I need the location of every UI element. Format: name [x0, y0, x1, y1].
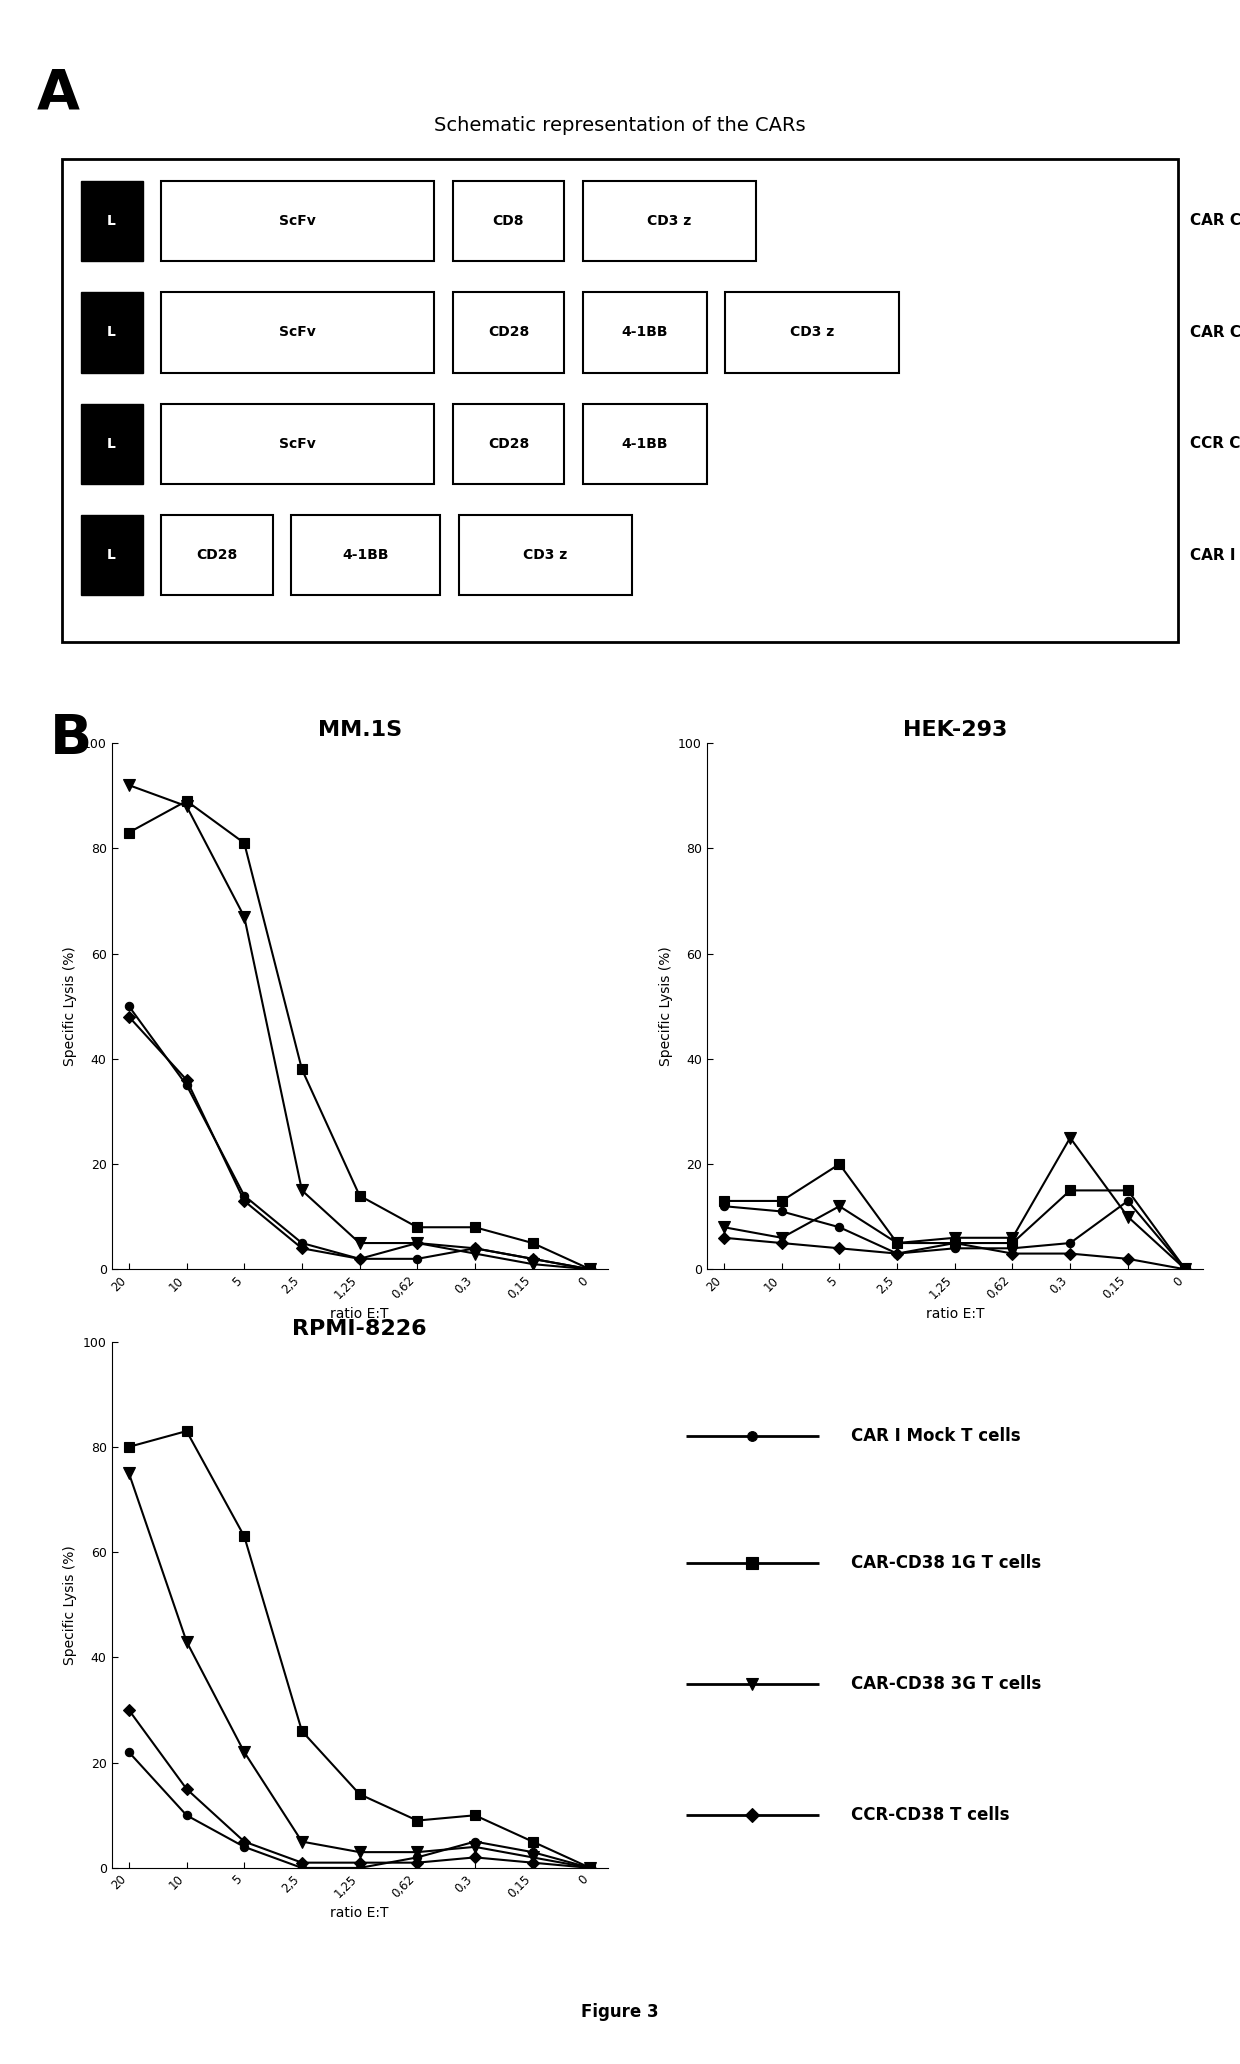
X-axis label: ratio E:T: ratio E:T	[330, 1307, 389, 1321]
Title: HEK-293: HEK-293	[903, 720, 1007, 741]
Y-axis label: Specific Lysis (%): Specific Lysis (%)	[658, 945, 672, 1067]
Bar	[81, 402, 143, 483]
Bar	[161, 514, 273, 594]
Text: L: L	[107, 326, 117, 338]
X-axis label: ratio E:T: ratio E:T	[330, 1905, 389, 1920]
Bar	[453, 402, 564, 483]
Text: ScFv: ScFv	[279, 326, 316, 338]
Text: A: A	[37, 66, 81, 120]
Text: 4-1BB: 4-1BB	[342, 549, 389, 561]
Bar	[459, 514, 632, 594]
Text: Figure 3: Figure 3	[582, 2004, 658, 2021]
Y-axis label: Specific Lysis (%): Specific Lysis (%)	[63, 1544, 77, 1666]
Text: 4-1BB: 4-1BB	[621, 438, 668, 450]
Text: CAR CD38 1G: CAR CD38 1G	[1190, 213, 1240, 229]
Text: CAR I Mock: CAR I Mock	[1190, 547, 1240, 563]
Text: CD28: CD28	[487, 438, 529, 450]
Text: CD8: CD8	[492, 215, 525, 227]
Bar	[161, 293, 434, 372]
Bar	[583, 293, 707, 372]
Text: CAR I Mock T cells: CAR I Mock T cells	[851, 1428, 1021, 1445]
Bar	[583, 402, 707, 483]
Bar	[453, 182, 564, 262]
Bar	[453, 293, 564, 372]
Title: MM.1S: MM.1S	[317, 720, 402, 741]
Bar	[583, 182, 756, 262]
Bar	[725, 293, 899, 372]
Text: CAR CD38 3G: CAR CD38 3G	[1190, 324, 1240, 341]
Bar	[81, 514, 143, 594]
Text: CD3 z: CD3 z	[647, 215, 692, 227]
Text: L: L	[107, 215, 117, 227]
Text: CD3 z: CD3 z	[523, 549, 568, 561]
X-axis label: ratio E:T: ratio E:T	[925, 1307, 985, 1321]
Text: Schematic representation of the CARs: Schematic representation of the CARs	[434, 116, 806, 134]
Text: CAR-CD38 1G T cells: CAR-CD38 1G T cells	[851, 1554, 1042, 1571]
Text: CD28: CD28	[196, 549, 238, 561]
Text: CD28: CD28	[487, 326, 529, 338]
Bar	[291, 514, 440, 594]
Bar	[161, 402, 434, 483]
Y-axis label: Specific Lysis (%): Specific Lysis (%)	[63, 945, 77, 1067]
Text: ScFv: ScFv	[279, 438, 316, 450]
Text: CCR-CD38 T cells: CCR-CD38 T cells	[851, 1806, 1009, 1825]
Text: ScFv: ScFv	[279, 215, 316, 227]
Bar	[62, 159, 1178, 642]
Text: B: B	[50, 712, 92, 766]
Title: RPMI-8226: RPMI-8226	[293, 1319, 427, 1340]
Text: CCR CD38: CCR CD38	[1190, 436, 1240, 452]
Text: CD3 z: CD3 z	[790, 326, 835, 338]
Text: L: L	[107, 438, 117, 450]
Bar	[161, 182, 434, 262]
Text: CAR-CD38 3G T cells: CAR-CD38 3G T cells	[851, 1674, 1042, 1692]
Bar	[81, 182, 143, 262]
Text: L: L	[107, 549, 117, 561]
Bar	[81, 293, 143, 372]
Text: 4-1BB: 4-1BB	[621, 326, 668, 338]
